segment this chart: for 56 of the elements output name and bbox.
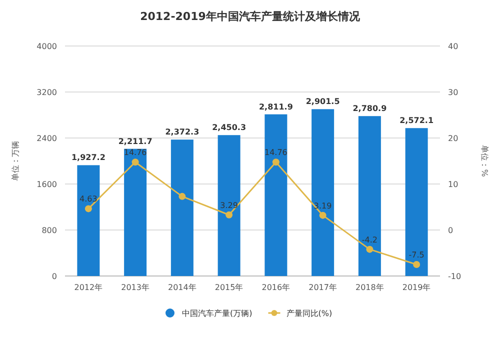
x-tick-label: 2013年 [121,283,150,292]
y-tick-label: 4000 [36,42,57,51]
data-label: 4.63 [80,194,98,204]
x-tick-label: 2019年 [402,283,431,292]
y-tick-label: 3200 [36,88,57,97]
x-tick-label: 2018年 [356,283,384,292]
data-label: 3.29 [220,200,238,210]
legend-label: 产量同比(%) [286,309,332,318]
y2-tick-label: 40 [448,42,458,51]
y-axis-title: 单位：万辆 [11,141,20,181]
chart-title: 2012-2019年中国汽车产量统计及增长情况 [140,10,361,23]
bar [358,116,381,276]
point [226,211,233,218]
bar [170,140,194,276]
data-label: 14.76 [264,148,288,158]
data-label: 1,927.2 [71,153,106,162]
y2-tick-label: 30 [448,88,458,97]
data-label: 14.76 [124,148,147,158]
x-tick-label: 2016年 [262,283,290,292]
y-tick-label: 0 [52,272,57,281]
bar [264,114,288,276]
data-label: 2,901.5 [306,97,340,106]
y2-tick-label: -10 [448,272,462,281]
x-tick-label: 2015年 [214,283,244,292]
y-tick-label: 2400 [36,134,57,143]
data-label: 2,811.9 [258,102,294,112]
point [132,158,139,166]
point [413,261,420,268]
point [84,205,92,212]
bar [405,128,428,276]
point [319,212,326,219]
y-tick-label: 1600 [36,180,57,189]
point [178,192,186,200]
data-label: -7.5 [408,250,424,260]
data-label: 2,450.3 [212,123,246,132]
bar [218,135,240,276]
bar [312,109,334,276]
y2-axis-title: 单位：% [480,145,489,178]
y2-tick-label: 10 [448,180,458,189]
bar [77,165,100,276]
point [366,246,374,253]
x-tick-label: 2017年 [308,283,337,292]
y-tick-label: 800 [42,226,57,235]
x-tick-label: 2014年 [168,283,196,292]
point [272,158,280,166]
bar [124,148,147,276]
data-label: -4.2 [362,235,378,244]
data-label: 2,572.1 [400,116,434,126]
x-tick-label: 2012年 [74,283,103,292]
data-label: 2,211.7 [118,136,152,146]
data-label: 2,780.9 [352,104,388,114]
data-label: 3.19 [314,201,332,210]
y2-tick-label: 0 [448,226,454,235]
legend-label: 中国汽车产量(万辆) [182,309,252,318]
y2-tick-label: 20 [448,134,458,143]
data-label: 2,372.3 [165,128,200,137]
